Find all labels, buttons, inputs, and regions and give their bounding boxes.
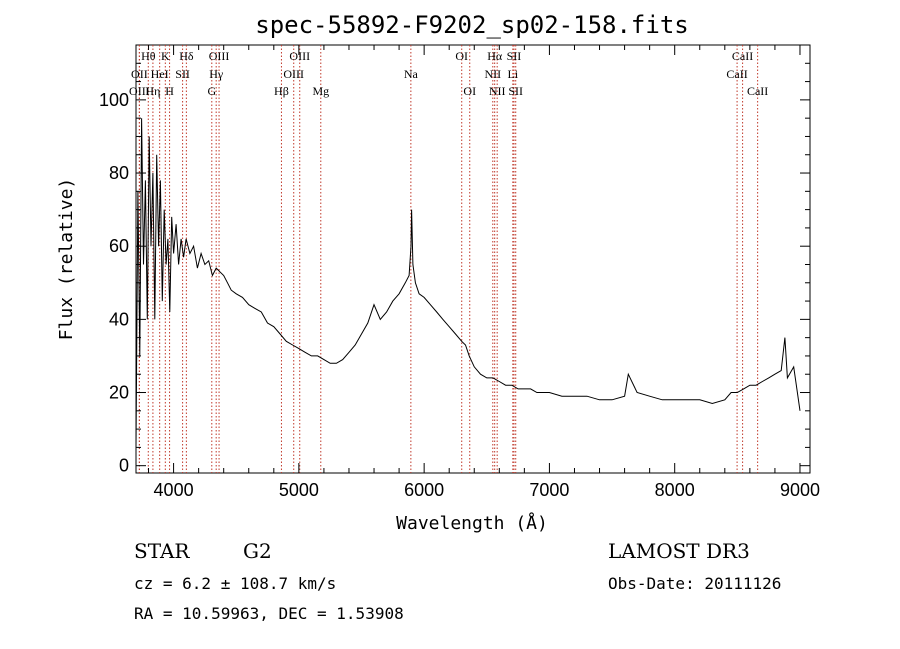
line-label: OI bbox=[455, 49, 468, 63]
x-axis-label: Wavelength (Å) bbox=[396, 512, 548, 534]
plot-frame bbox=[135, 44, 811, 474]
line-label: OII bbox=[131, 67, 148, 81]
emission-lines bbox=[138, 45, 759, 473]
line-label: CaII bbox=[726, 67, 747, 81]
line-label: HeI bbox=[151, 67, 169, 81]
line-label: OIII bbox=[289, 49, 310, 63]
line-label: CaII bbox=[732, 49, 753, 63]
line-label: G bbox=[207, 84, 216, 98]
line-label: SII bbox=[175, 67, 190, 81]
line-label: CaII bbox=[747, 84, 768, 98]
y-tick-label: 20 bbox=[109, 383, 129, 403]
line-label: SII bbox=[507, 49, 522, 63]
line-label: Hθ bbox=[141, 49, 156, 63]
line-label: H bbox=[165, 84, 174, 98]
line-label: Hβ bbox=[274, 84, 289, 98]
line-label: SII bbox=[508, 84, 523, 98]
x-tick-label: 9000 bbox=[780, 480, 820, 500]
y-tick-label: 80 bbox=[109, 163, 129, 183]
line-label: NII bbox=[484, 67, 501, 81]
line-label: Hη bbox=[145, 84, 160, 98]
redshift-cz: cz = 6.2 ± 108.7 km/s bbox=[134, 574, 336, 593]
line-label: Li bbox=[508, 67, 519, 81]
y-tick-label: 60 bbox=[109, 236, 129, 256]
survey-name: LAMOST DR3 bbox=[608, 539, 750, 563]
coordinates: RA = 10.59963, DEC = 1.53908 bbox=[134, 604, 404, 623]
line-label: OI bbox=[463, 84, 476, 98]
line-label: Hδ bbox=[179, 49, 194, 63]
y-tick-label: 0 bbox=[119, 456, 129, 476]
x-tick-label: 5000 bbox=[279, 480, 319, 500]
y-axis-ticks: 0 20 40 60 80 100 bbox=[99, 62, 810, 476]
x-tick-label: 4000 bbox=[154, 480, 194, 500]
y-tick-label: 40 bbox=[109, 309, 129, 329]
line-label: Hα bbox=[487, 49, 503, 63]
x-tick-label: 7000 bbox=[529, 480, 569, 500]
line-label: Na bbox=[404, 67, 419, 81]
line-label: OIII bbox=[283, 67, 304, 81]
line-label: NII bbox=[489, 84, 506, 98]
line-label: Hγ bbox=[209, 67, 224, 81]
x-tick-label: 8000 bbox=[655, 480, 695, 500]
line-label: Mg bbox=[312, 84, 329, 98]
spectrum-line bbox=[135, 118, 801, 448]
chart-title: spec-55892-F9202_sp02-158.fits bbox=[255, 11, 688, 39]
x-axis-ticks: 4000 5000 6000 7000 8000 9000 bbox=[148, 45, 820, 500]
line-label: OIII bbox=[209, 49, 230, 63]
y-axis-label: Flux (relative) bbox=[56, 178, 77, 341]
observation-date: Obs-Date: 20111126 bbox=[608, 574, 781, 593]
object-subclass: G2 bbox=[243, 539, 272, 563]
object-class: STAR bbox=[134, 539, 190, 563]
line-label: OIII bbox=[129, 84, 150, 98]
line-label: K bbox=[161, 49, 170, 63]
y-tick-label: 100 bbox=[99, 90, 129, 110]
x-tick-label: 6000 bbox=[404, 480, 444, 500]
